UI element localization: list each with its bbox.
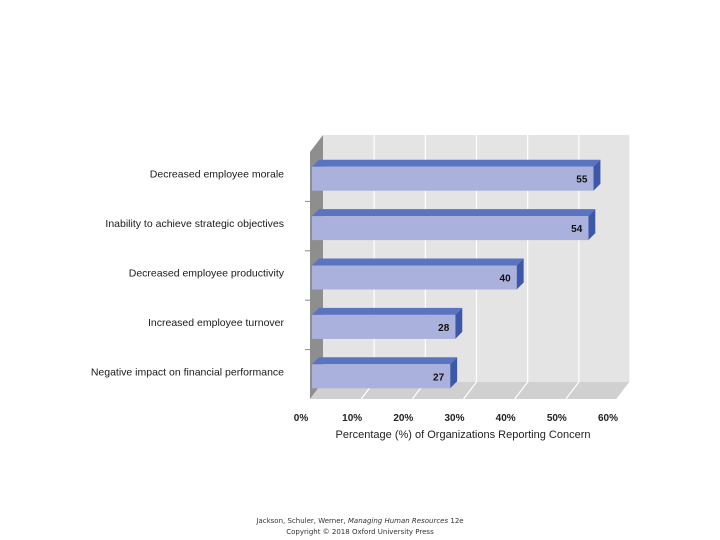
x-tick-label: 20%	[393, 413, 413, 424]
category-label: Decreased employee morale	[150, 169, 284, 181]
category-label: Negative impact on financial performance	[91, 366, 284, 378]
gridline-floor	[616, 381, 631, 400]
category-label: Increased employee turnover	[148, 317, 284, 329]
x-axis-label: Percentage (%) of Organizations Reportin…	[336, 429, 591, 441]
data-label: 27	[433, 372, 445, 383]
x-tick-labels: 0% 10% 20% 30% 40% 50% 60%	[294, 413, 618, 424]
bar-front	[312, 265, 517, 290]
footer-authors: Jackson, Schuler, Werner,	[256, 517, 346, 525]
bar-top	[312, 258, 524, 266]
bar-top	[312, 209, 596, 217]
footer-citation: Jackson, Schuler, Werner, Managing Human…	[0, 517, 720, 525]
bar-top	[312, 159, 601, 167]
footer-edition: 12e	[450, 517, 464, 525]
gridline-floor	[514, 381, 529, 400]
chart-bars: 55 54 40 28 27	[312, 159, 601, 389]
data-label: 55	[576, 175, 588, 186]
bar-front	[312, 314, 456, 339]
footer-copyright: Copyright © 2018 Oxford University Press	[286, 528, 434, 536]
x-tick-label: 10%	[342, 413, 362, 424]
x-tick-label: 30%	[444, 413, 464, 424]
bar-front	[312, 216, 589, 241]
footer-book-title: Managing Human Resources	[347, 517, 449, 525]
bar-top	[312, 307, 463, 315]
bar-side	[450, 357, 458, 389]
x-tick-label: 50%	[547, 413, 567, 424]
data-label: 54	[571, 224, 583, 235]
bar-side	[593, 159, 601, 191]
category-label: Decreased employee productivity	[129, 268, 285, 280]
x-tick-label: 60%	[598, 413, 618, 424]
bar: 28	[312, 307, 463, 339]
bar-side	[455, 307, 463, 339]
bar-front	[312, 364, 451, 389]
data-label: 28	[438, 323, 450, 334]
bar-side	[588, 209, 596, 241]
bar-front	[312, 166, 594, 191]
bar: 27	[312, 357, 458, 389]
bar: 54	[312, 209, 596, 241]
category-labels: Decreased employee morale Inability to ac…	[91, 169, 285, 379]
x-tick-label: 40%	[496, 413, 516, 424]
bar: 40	[312, 258, 524, 290]
category-label: Inability to achieve strategic objective…	[105, 218, 284, 230]
bar-top	[312, 357, 458, 365]
bar: 55	[312, 159, 601, 191]
gridline-floor	[463, 381, 477, 400]
bar-side	[516, 258, 524, 290]
x-tick-label: 0%	[294, 413, 309, 424]
gridline-floor	[565, 381, 580, 400]
data-label: 40	[500, 274, 512, 285]
